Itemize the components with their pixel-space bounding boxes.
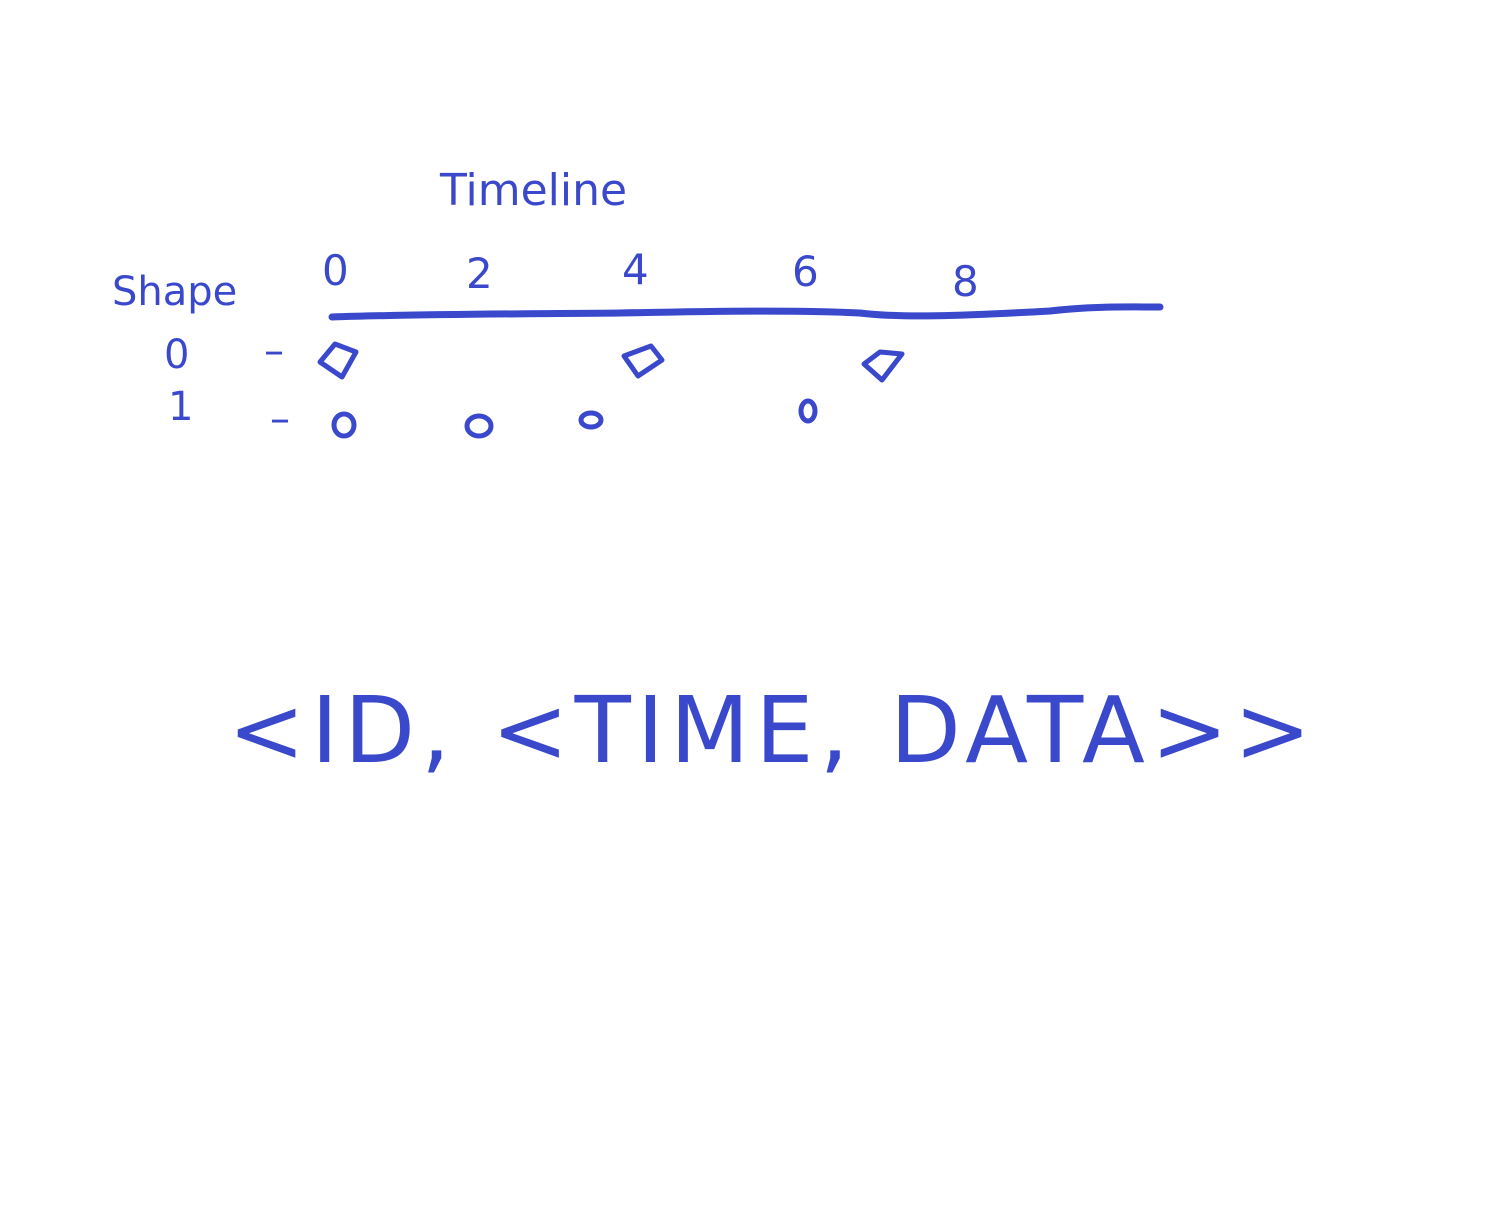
row-1-events [331,398,818,439]
tick-label-0: 0 [322,246,349,295]
shape-axis-label: Shape [112,269,237,315]
circle-icon [578,410,604,430]
diamond-icon [861,349,905,383]
timeline-axis-line [328,303,1164,321]
circle-icon [331,411,357,439]
diamond-icon [621,343,665,379]
row-dash-1: – [270,396,290,442]
tick-label-8: 8 [952,257,979,306]
tick-label-6: 6 [792,247,819,296]
tick-label-4: 4 [622,245,649,294]
time-tick-labels: 0 2 4 6 8 [322,245,979,306]
data-tuple-formula: <ID, <TIME, DATA>> [228,677,1317,784]
row-id-label-0: 0 [164,332,189,378]
circle-icon [798,398,818,424]
timeline-title: Timeline [439,165,627,216]
diamond-icon [317,341,359,380]
row-0-events [317,341,905,383]
row-id-label-1: 1 [168,384,193,430]
tick-label-2: 2 [466,249,493,298]
row-dash-0: – [264,328,284,374]
circle-icon [464,413,494,439]
